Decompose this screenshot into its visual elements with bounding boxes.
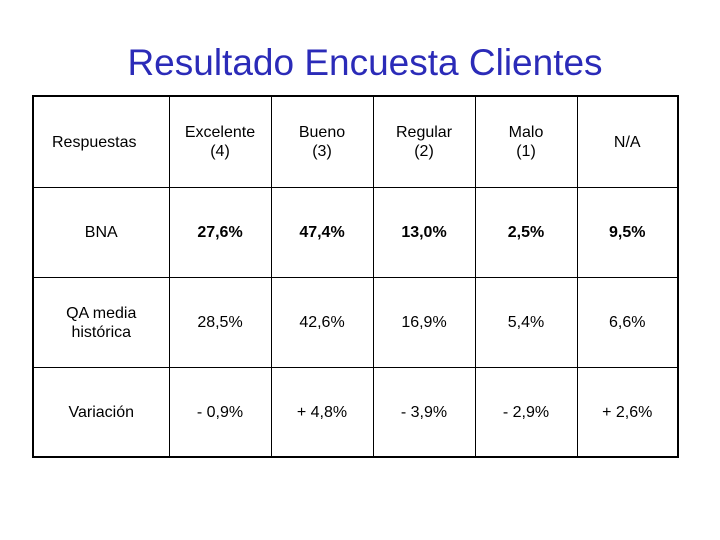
table-cell: 16,9% bbox=[372, 277, 476, 368]
table-cell: + 4,8% bbox=[270, 367, 374, 458]
row-label: BNA bbox=[84, 224, 118, 241]
table-cell: 9,5% bbox=[576, 187, 679, 278]
table-cell: 2,5% bbox=[474, 187, 578, 278]
table-cell: + 2,6% bbox=[576, 367, 679, 458]
table-cell: - 0,9% bbox=[168, 367, 272, 458]
header-cell-line: Bueno bbox=[298, 124, 346, 141]
row-label: Variación bbox=[68, 403, 134, 421]
header-cell-line: Malo bbox=[508, 124, 544, 141]
results-table: Respuestas Excelente (4) Bueno (3) Regul… bbox=[32, 95, 679, 458]
header-cell-line: (3) bbox=[312, 143, 332, 160]
table-row-variacion: Variación - 0,9% + 4,8% - 3,9% - 2,9% + … bbox=[32, 367, 679, 458]
table-cell: 6,6% bbox=[576, 277, 679, 368]
header-cell-bueno: Bueno (3) bbox=[270, 95, 374, 188]
header-cell-line: Excelente bbox=[184, 124, 256, 141]
header-cell-malo: Malo (1) bbox=[474, 95, 578, 188]
table-cell: - 2,9% bbox=[474, 367, 578, 458]
table-cell: 47,4% bbox=[270, 187, 374, 278]
header-label-cell: Respuestas bbox=[32, 95, 170, 188]
table-row-qa-media: QA media histórica 28,5% 42,6% 16,9% 5,4… bbox=[32, 277, 679, 368]
header-cell-na: N/A bbox=[576, 95, 679, 188]
table-cell: 42,6% bbox=[270, 277, 374, 368]
table-cell: 28,5% bbox=[168, 277, 272, 368]
row-label: QA media bbox=[66, 304, 137, 322]
header-cell-excelente: Excelente (4) bbox=[168, 95, 272, 188]
header-cell-regular: Regular (2) bbox=[372, 95, 476, 188]
header-label: Respuestas bbox=[52, 133, 137, 151]
header-cell-line: Regular bbox=[395, 124, 453, 141]
row-label-cell: QA media histórica bbox=[32, 277, 170, 368]
table-cell: 5,4% bbox=[474, 277, 578, 368]
header-cell-line: (1) bbox=[516, 143, 536, 160]
table-row-bna: BNA 27,6% 47,4% 13,0% 2,5% 9,5% bbox=[32, 187, 679, 278]
header-cell-line: (4) bbox=[210, 143, 230, 160]
table-header-row: Respuestas Excelente (4) Bueno (3) Regul… bbox=[32, 95, 679, 188]
table-cell: 13,0% bbox=[372, 187, 476, 278]
table-cell: - 3,9% bbox=[372, 367, 476, 458]
slide-title: Resultado Encuesta Clientes bbox=[127, 42, 603, 83]
table-cell: 27,6% bbox=[168, 187, 272, 278]
row-label-cell: Variación bbox=[32, 367, 170, 458]
row-label-cell: BNA bbox=[32, 187, 170, 278]
header-cell-line: (2) bbox=[414, 143, 434, 160]
header-cell-line: N/A bbox=[613, 133, 641, 151]
row-label: histórica bbox=[71, 323, 132, 341]
